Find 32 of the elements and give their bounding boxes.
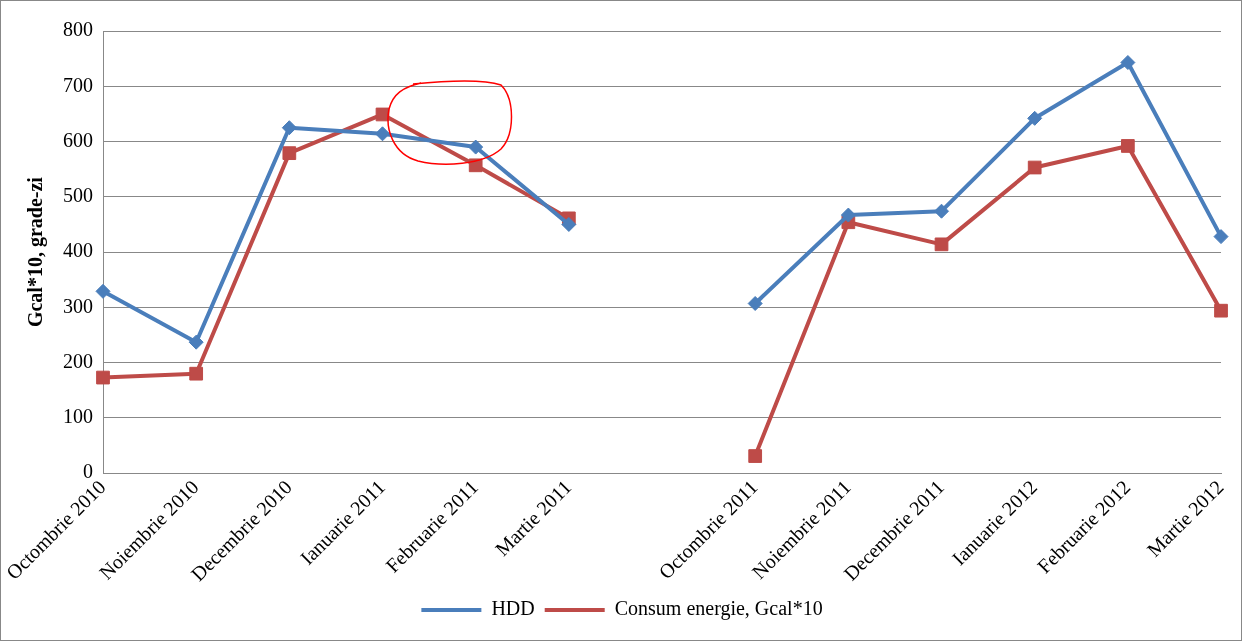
point: [1027, 110, 1043, 126]
point: [188, 334, 204, 350]
y-tick-label: 700: [63, 73, 93, 96]
y-tick-label: 300: [63, 294, 93, 317]
point: [747, 295, 763, 311]
point: [840, 207, 856, 223]
point: [1120, 55, 1136, 71]
y-tick-label: 100: [63, 405, 93, 428]
point: [561, 216, 577, 232]
point: [748, 449, 763, 463]
y-tick-label: 800: [63, 18, 93, 41]
y-tick-label: 400: [63, 239, 93, 262]
point: [1121, 139, 1135, 153]
legend-label: Consum energie, Gcal*10: [614, 597, 823, 621]
point: [189, 366, 204, 381]
y-axis-title: Gcal*10, grade-zi: [24, 176, 48, 328]
y-tick-label: 600: [63, 128, 93, 151]
point: [468, 139, 484, 155]
point: [96, 370, 110, 385]
point: [281, 120, 297, 136]
point: [375, 126, 391, 142]
point: [1213, 229, 1229, 245]
y-tick-label: 500: [63, 184, 93, 207]
point: [934, 203, 950, 219]
point: [1027, 160, 1042, 175]
point: [934, 237, 949, 252]
y-tick-label: 200: [63, 349, 93, 372]
point: [282, 146, 297, 161]
point: [1214, 303, 1228, 318]
y-tick-label: 0: [83, 460, 93, 483]
legend-label: HDD: [491, 597, 535, 620]
point: [95, 283, 111, 299]
